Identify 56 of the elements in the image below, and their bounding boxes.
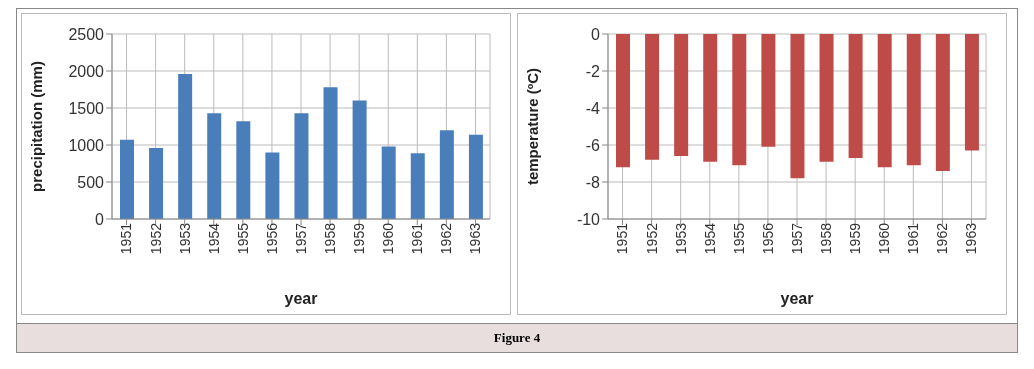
x-tick-label: 1961 — [409, 222, 426, 255]
y-tick-label: -4 — [585, 99, 601, 117]
x-tick-label: 1954 — [701, 222, 718, 255]
x-tick-label: 1963 — [467, 222, 484, 255]
x-axis-title: year — [284, 290, 318, 307]
x-tick-label: 1958 — [818, 222, 835, 255]
y-tick-label: 0 — [95, 210, 105, 228]
x-tick-label: 1955 — [730, 222, 747, 255]
x-tick-label: 1957 — [788, 222, 805, 255]
x-tick-label: 1951 — [118, 222, 135, 255]
x-tick-label: 1959 — [847, 222, 864, 255]
y-tick-label: -10 — [576, 210, 601, 228]
x-tick-label: 1963 — [963, 222, 980, 255]
x-tick-label: 1961 — [905, 222, 922, 255]
y-tick-label: 1000 — [68, 136, 105, 154]
x-tick-label: 1952 — [643, 222, 660, 255]
x-tick-label: 1960 — [876, 222, 893, 255]
y-tick-label: 2500 — [68, 25, 105, 43]
y-axis-title: temperature (ºC) — [524, 67, 542, 186]
bar — [149, 147, 164, 219]
bar — [439, 130, 454, 219]
x-tick-label: 1952 — [147, 222, 164, 255]
y-tick-label: 1500 — [68, 99, 105, 117]
y-axis-title: precipitation (mm) — [28, 61, 46, 192]
x-tick-label: 1953 — [672, 222, 689, 255]
y-tick-label: 2000 — [68, 62, 105, 80]
x-tick-label: 1960 — [380, 222, 397, 255]
x-tick-label: 1958 — [322, 222, 339, 255]
x-axis-title: year — [780, 290, 814, 307]
bar — [207, 113, 222, 219]
bar — [294, 113, 309, 219]
y-tick-label: -6 — [585, 136, 601, 154]
x-tick-label: 1962 — [438, 222, 455, 255]
x-tick-label: 1962 — [934, 222, 951, 255]
x-tick-label: 1953 — [176, 222, 193, 255]
x-tick-label: 1957 — [292, 222, 309, 255]
x-tick-label: 1954 — [205, 222, 222, 255]
y-tick-label: -8 — [585, 173, 601, 191]
bar — [178, 73, 193, 219]
x-tick-label: 1956 — [263, 222, 280, 255]
x-tick-label: 1959 — [351, 222, 368, 255]
caption: Figure 4 — [17, 323, 1017, 352]
x-tick-label: 1951 — [614, 222, 631, 255]
y-tick-label: -2 — [585, 62, 601, 80]
x-tick-label: 1955 — [234, 222, 251, 255]
y-tick-label: 0 — [591, 25, 601, 43]
bar — [381, 146, 396, 219]
bar — [265, 152, 280, 219]
x-tick-label: 1956 — [759, 222, 776, 255]
bar — [410, 153, 425, 219]
bar — [352, 100, 367, 219]
y-tick-label: 500 — [77, 173, 105, 191]
bar — [468, 134, 483, 219]
bar — [323, 87, 338, 219]
bar — [236, 121, 251, 219]
bar — [120, 139, 134, 219]
